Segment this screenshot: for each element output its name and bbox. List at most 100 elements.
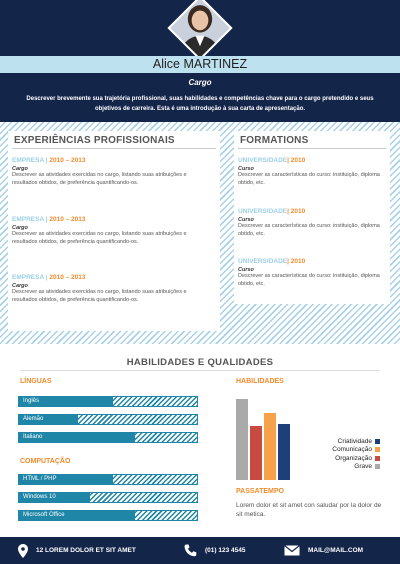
divider	[12, 148, 216, 149]
skill-name: Alemão	[23, 416, 44, 422]
experience-item: EMPRESA | 2010 – 2013 Cargo Descrever as…	[12, 216, 212, 246]
experience-years: 2010 – 2013	[49, 157, 86, 164]
legend-label: Comunicação	[332, 446, 372, 454]
footer-email: MAIL@MAIL.COM	[284, 537, 363, 564]
computing-label: COMPUTAÇÃO	[20, 458, 71, 465]
formation-header: UNIVERSIDADE| 2010	[238, 258, 388, 265]
avatar	[167, 0, 233, 61]
legend-item: Comunicação	[300, 446, 380, 455]
skill-bar-language: Inglês	[18, 396, 198, 407]
skill-bar-fill	[19, 397, 114, 406]
intro-text: Descrever brevemente sua trajetória prof…	[26, 96, 374, 112]
experience-role: Cargo	[12, 225, 28, 231]
experience-header: EMPRESA | 2010 – 2013	[12, 157, 212, 164]
formation-item: UNIVERSIDADE| 2010 Curso Descrever as ca…	[238, 258, 388, 288]
separator: |	[45, 216, 48, 223]
legend-item: Criatividade	[300, 437, 380, 446]
separator: |	[287, 208, 289, 215]
skill-bar-computing: Microsoft Office	[18, 510, 198, 521]
separator: |	[45, 274, 48, 281]
legend-item: Grave	[300, 463, 380, 472]
footer-phone: (01) 123 4545	[184, 537, 245, 564]
address-text: 12 LOREM DOLOR ET SIT AMET	[36, 547, 136, 554]
hobbies-text: Lorem dolor et sit amet con saludar por …	[236, 502, 382, 518]
school-name: UNIVERSIDADE	[238, 208, 288, 215]
experience-header: EMPRESA | 2010 – 2013	[12, 216, 212, 223]
email-text: MAIL@MAIL.COM	[308, 547, 364, 554]
footer-address: 12 LOREM DOLOR ET SIT AMET	[18, 537, 136, 564]
formation-description: Descrever as características do curso: i…	[238, 223, 380, 237]
ability-bar-criatividade	[278, 424, 290, 480]
skill-name: HTML / PHP	[23, 476, 57, 482]
divider	[238, 148, 386, 149]
skill-bar-computing: HTML / PHP	[18, 474, 198, 485]
skills-title: HABILIDADES E QUALIDADES	[126, 357, 274, 368]
person-photo-icon	[169, 0, 231, 59]
experience-item: EMPRESA | 2010 – 2013 Cargo Descrever as…	[12, 157, 212, 187]
experience-years: 2010 – 2013	[49, 216, 86, 223]
separator: |	[45, 157, 48, 164]
formations-title: FORMATIONS	[240, 135, 309, 146]
company-name: EMPRESA	[12, 216, 44, 223]
skill-name: Microsoft Office	[23, 512, 65, 518]
school-name: UNIVERSIDADE	[238, 157, 288, 164]
formation-year: 2010	[290, 208, 306, 215]
experience-years: 2010 – 2013	[49, 274, 86, 281]
legend-label: Grave	[354, 463, 372, 471]
formation-header: UNIVERSIDADE| 2010	[238, 208, 388, 215]
formation-item: UNIVERSIDADE| 2010 Curso Descrever as ca…	[238, 208, 388, 238]
legend-item: Organização	[300, 454, 380, 463]
formation-year: 2010	[290, 258, 306, 265]
skill-bar-computing: Windows 10	[18, 492, 198, 503]
job-title: Cargo	[188, 78, 212, 87]
abilities-label: HABILIDADES	[236, 378, 284, 385]
legend-swatch	[375, 438, 380, 444]
course-name: Curso	[238, 166, 254, 172]
company-name: EMPRESA	[12, 274, 44, 281]
experience-description: Descrever as atividades exercidas no car…	[12, 289, 187, 303]
ability-bar-comunicação	[264, 412, 276, 480]
formation-description: Descrever as características do curso: i…	[238, 172, 380, 186]
phone-icon	[184, 544, 197, 557]
location-pin-icon	[18, 543, 28, 558]
profile-photo	[167, 0, 233, 66]
skill-bar-fill	[19, 511, 135, 520]
experience-description: Descrever as atividades exercidas no car…	[12, 231, 187, 245]
skill-name: Inglês	[23, 398, 40, 404]
formation-description: Descrever as características do curso: i…	[238, 273, 380, 287]
experience-item: EMPRESA | 2010 – 2013 Cargo Descrever as…	[12, 274, 212, 304]
formation-year: 2010	[290, 157, 306, 164]
abilities-chart	[236, 390, 376, 480]
formation-header: UNIVERSIDADE| 2010	[238, 157, 388, 164]
experience-panel: EXPERIÊNCIAS PROFISSIONAIS EMPRESA | 201…	[8, 131, 220, 331]
footer: 12 LOREM DOLOR ET SIT AMET (01) 123 4545…	[0, 537, 400, 564]
school-name: UNIVERSIDADE	[238, 258, 288, 265]
skill-bar-language: Italiano	[18, 432, 198, 443]
ability-bar-grave	[236, 399, 248, 480]
skill-name: Italiano	[23, 434, 43, 440]
legend-swatch	[375, 455, 380, 461]
formation-item: UNIVERSIDADE| 2010 Curso Descrever as ca…	[238, 157, 388, 187]
experience-header: EMPRESA | 2010 – 2013	[12, 274, 212, 281]
company-name: EMPRESA	[12, 157, 44, 164]
formations-panel: FORMATIONS UNIVERSIDADE| 2010 Curso Desc…	[234, 131, 390, 304]
experience-description: Descrever as atividades exercidas no car…	[12, 172, 187, 186]
experience-role: Cargo	[12, 283, 28, 289]
skill-bar-fill	[19, 415, 78, 424]
legend-label: Criatividade	[337, 437, 372, 445]
course-name: Curso	[238, 267, 254, 273]
skill-name: Windows 10	[23, 494, 56, 500]
phone-text: (01) 123 4545	[205, 547, 246, 554]
skill-bar-language: Alemão	[18, 414, 198, 425]
divider	[20, 370, 380, 371]
experience-role: Cargo	[12, 166, 28, 172]
abilities-legend: Criatividade Comunicação Organização Grave	[300, 437, 380, 471]
separator: |	[287, 157, 289, 164]
languages-label: LÍNGUAS	[20, 378, 52, 385]
legend-swatch	[375, 447, 380, 453]
skill-bar-fill	[19, 433, 135, 442]
hobbies-label: PASSATEMPO	[236, 488, 284, 495]
experience-title: EXPERIÊNCIAS PROFISSIONAIS	[14, 135, 175, 146]
skill-bar-fill	[19, 475, 114, 484]
mail-icon	[284, 545, 300, 556]
